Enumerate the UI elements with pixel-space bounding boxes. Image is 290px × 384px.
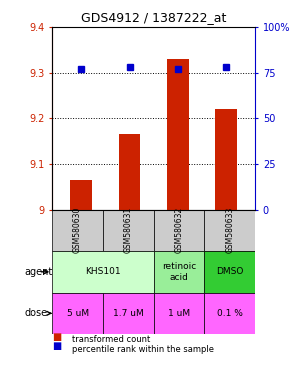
- Text: ■: ■: [52, 332, 61, 342]
- FancyBboxPatch shape: [154, 293, 204, 334]
- FancyBboxPatch shape: [52, 210, 103, 251]
- FancyBboxPatch shape: [52, 251, 154, 293]
- FancyBboxPatch shape: [204, 210, 255, 251]
- Bar: [215, 109, 237, 210]
- Text: GSM580631: GSM580631: [124, 207, 133, 253]
- Text: 1 uM: 1 uM: [168, 309, 190, 318]
- FancyBboxPatch shape: [103, 210, 154, 251]
- FancyBboxPatch shape: [103, 293, 154, 334]
- FancyBboxPatch shape: [204, 293, 255, 334]
- Text: 5 uM: 5 uM: [66, 309, 89, 318]
- Text: KHS101: KHS101: [85, 267, 121, 276]
- Text: percentile rank within the sample: percentile rank within the sample: [72, 345, 215, 354]
- Text: GSM580630: GSM580630: [73, 207, 82, 253]
- Text: 0.1 %: 0.1 %: [217, 309, 243, 318]
- Title: GDS4912 / 1387222_at: GDS4912 / 1387222_at: [81, 11, 226, 24]
- FancyBboxPatch shape: [204, 251, 255, 293]
- Text: DMSO: DMSO: [216, 267, 244, 276]
- Text: GSM580633: GSM580633: [225, 207, 234, 253]
- Text: transformed count: transformed count: [72, 335, 151, 344]
- FancyBboxPatch shape: [154, 251, 204, 293]
- Text: dose: dose: [24, 308, 51, 318]
- Bar: [70, 180, 92, 210]
- Text: agent: agent: [24, 267, 52, 277]
- Bar: [119, 134, 140, 210]
- Text: retinoic
acid: retinoic acid: [162, 262, 196, 281]
- FancyBboxPatch shape: [52, 293, 103, 334]
- Text: 1.7 uM: 1.7 uM: [113, 309, 144, 318]
- Text: GSM580632: GSM580632: [175, 207, 184, 253]
- Bar: [167, 59, 189, 210]
- Text: ■: ■: [52, 341, 61, 351]
- FancyBboxPatch shape: [154, 210, 204, 251]
